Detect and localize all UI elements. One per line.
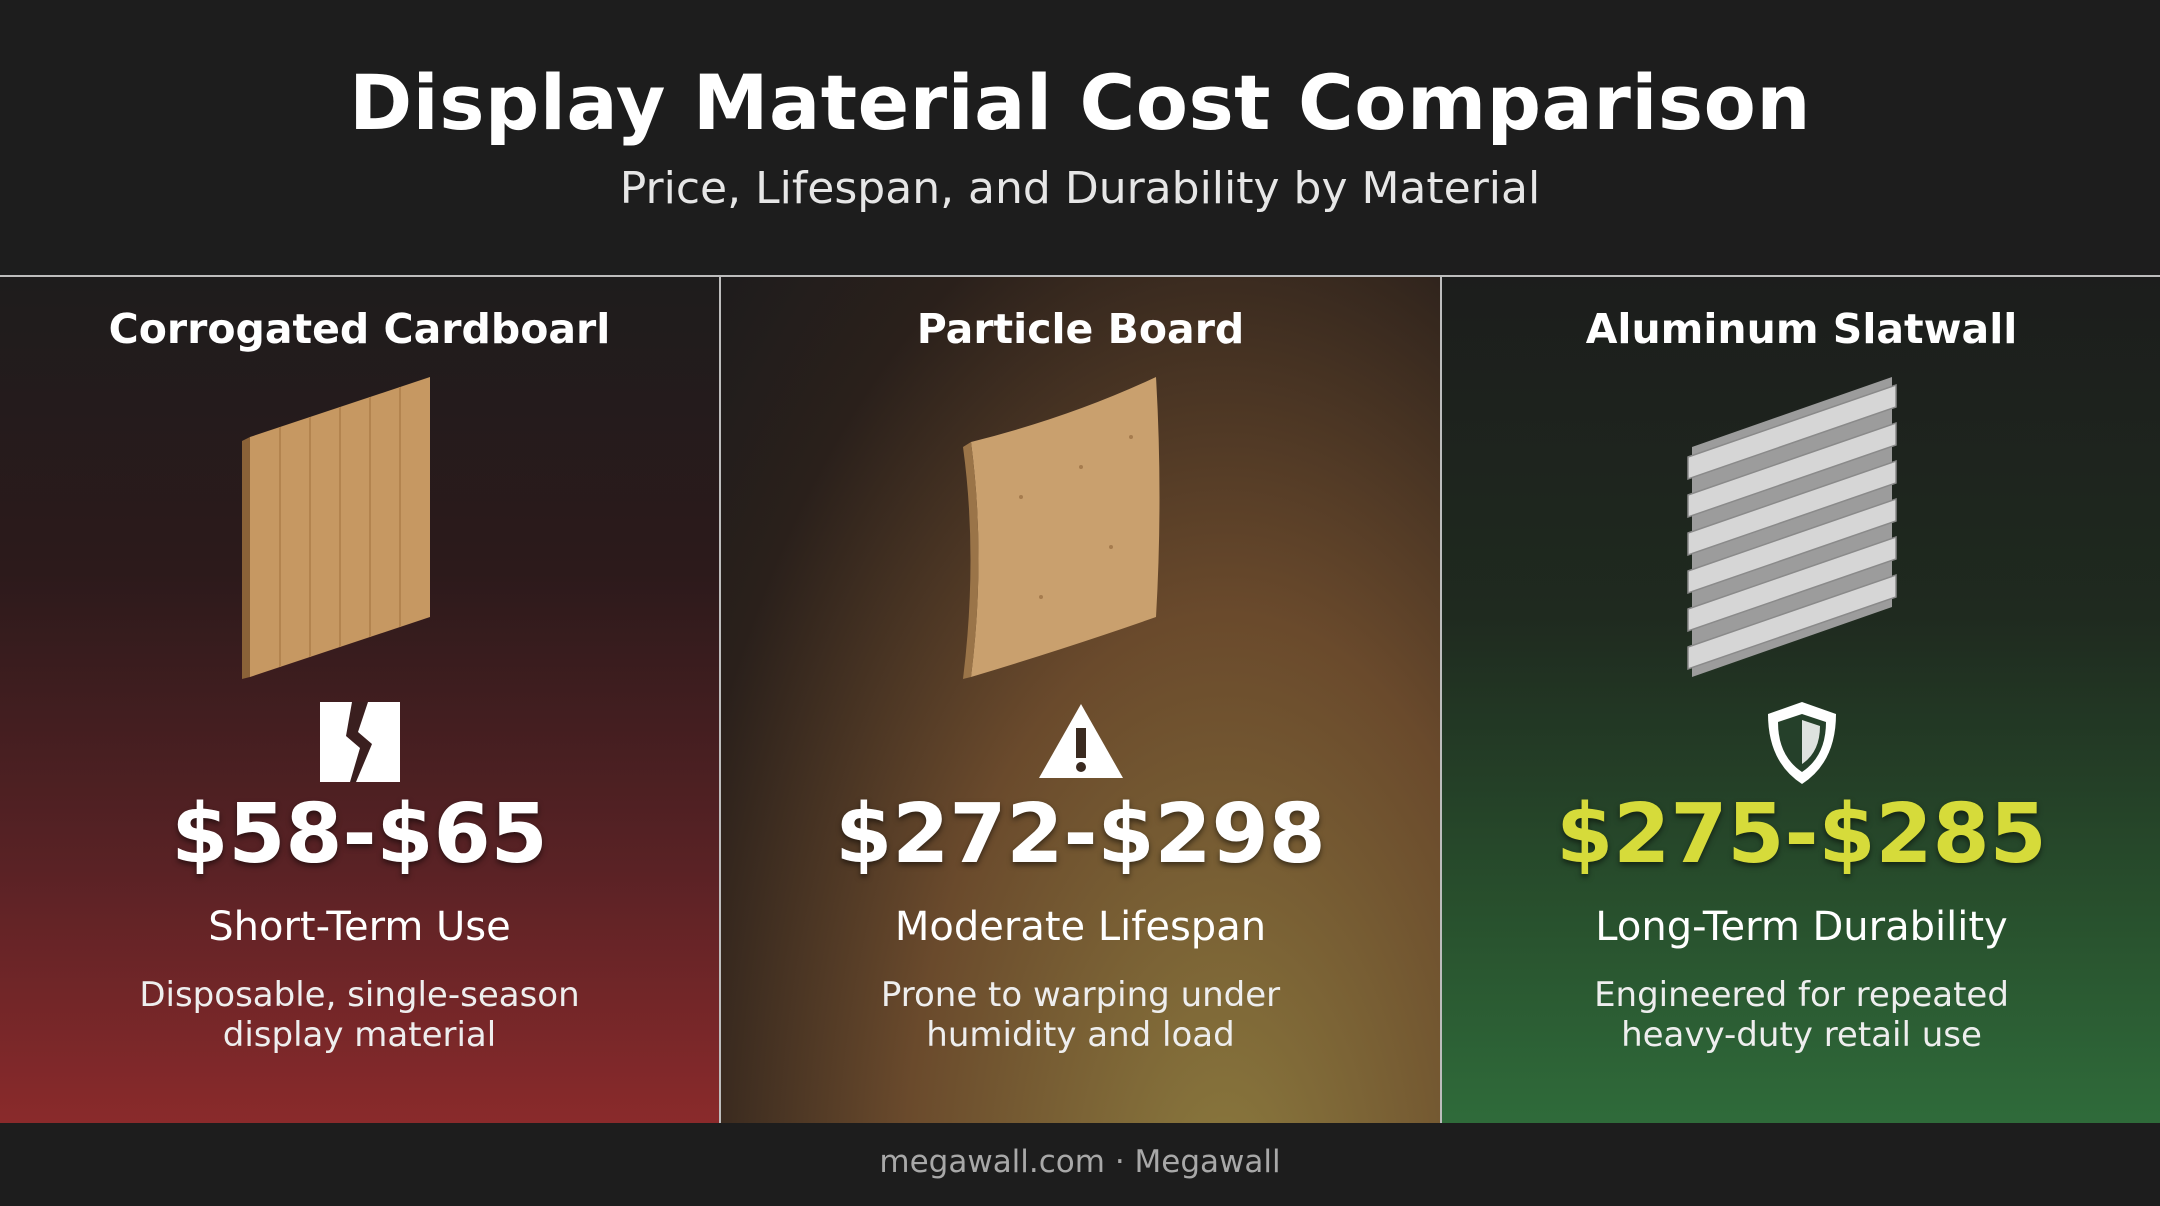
slatwall-image [1687, 377, 1897, 677]
divider [719, 277, 721, 1123]
description-line: display material [222, 1015, 497, 1055]
divider [1440, 277, 1442, 1123]
description-line: Engineered for repeated [1594, 975, 2009, 1015]
description: Engineered for repeated heavy-duty retail… [1442, 975, 2160, 1055]
panel: Particle Board $272-$298 Moderate Lifesp… [721, 277, 1440, 1123]
material-name: Corrogated Cardboarl [108, 305, 611, 353]
description-line: Disposable, single-season [139, 975, 580, 1015]
lifespan-label: Short-Term Use [208, 904, 511, 950]
header: Display Material Cost Comparison Price, … [0, 0, 2160, 277]
warning-icon [1039, 704, 1123, 778]
material-name: Aluminum Slatwall [1585, 305, 2018, 353]
subtitle: Price, Lifespan, and Durability by Mater… [619, 163, 1541, 214]
description-line: Prone to warping under [880, 975, 1281, 1015]
description-line: heavy-duty retail use [1621, 1015, 1982, 1055]
description: Disposable, single-season display materia… [0, 975, 719, 1055]
title: Display Material Cost Comparison [349, 58, 1811, 147]
price: $58-$65 [171, 787, 548, 882]
price: $272-$298 [835, 787, 1326, 882]
particle-board-image [963, 377, 1160, 679]
lifespan-label: Moderate Lifespan [894, 904, 1267, 950]
lifespan-label: Long-Term Durability [1595, 904, 2008, 950]
price: $275-$285 [1556, 787, 2047, 882]
description-line: humidity and load [926, 1015, 1235, 1055]
shield-icon [1768, 702, 1836, 784]
cardboard-image [242, 377, 430, 679]
material-name: Particle Board [916, 305, 1245, 353]
description: Prone to warping under humidity and load [721, 975, 1440, 1055]
panel: Corrogated Cardboarl $58-$65 Short-Term … [0, 277, 719, 1123]
broken-icon [320, 702, 400, 782]
footer: megawall.com · Megawall [0, 1123, 2160, 1206]
panel: Aluminum Slatwall $275-$285 Long-Term Du… [1442, 277, 2160, 1123]
